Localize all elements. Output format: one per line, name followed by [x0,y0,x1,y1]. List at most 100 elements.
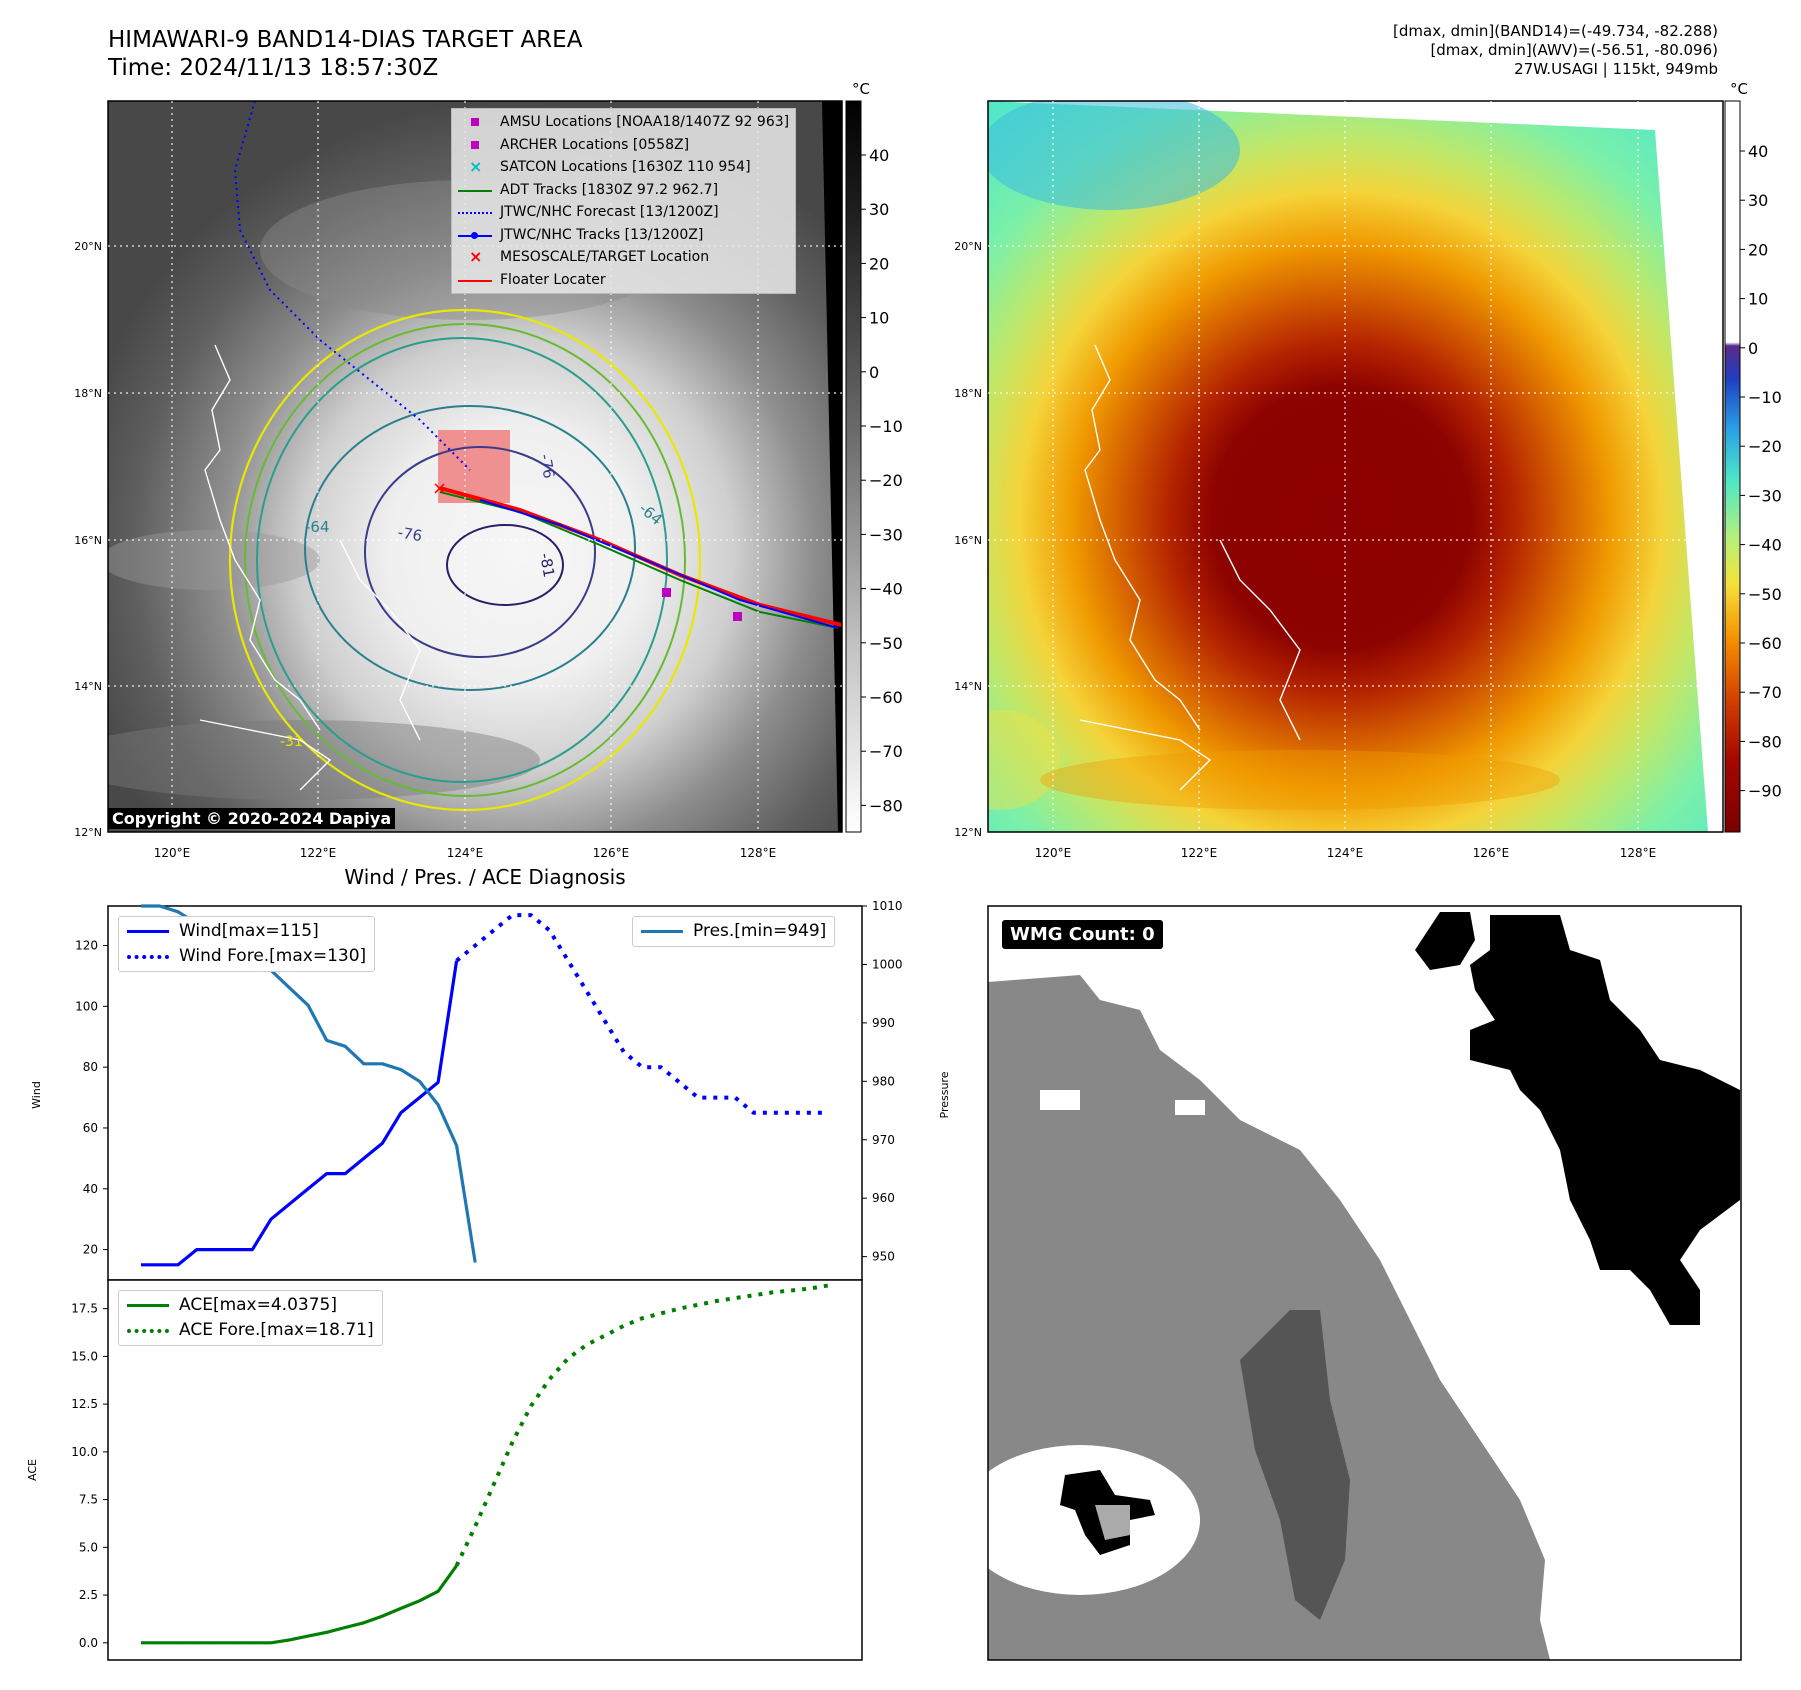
ace-ytick-label: 12.5 [71,1397,98,1411]
pres-legend-label: Pres.[min=949] [693,921,827,941]
colorbar-tick-label: −20 [1748,437,1782,456]
wind-forecast-line-point [734,1096,736,1098]
wind-series-line-point [363,1157,365,1159]
lon-tick-label: 120°E [154,846,191,860]
wind-forecast-line-point [623,1051,625,1053]
legend-label: AMSU Locations [NOAA18/1407Z 92 963] [500,114,790,130]
ace-series-line-point [270,1642,272,1644]
wind-series-line-point [344,1172,346,1174]
legend-label: JTWC/NHC Tracks [13/1200Z] [500,226,704,243]
lat-tick-label: 16°N [74,534,102,547]
ace-series-line-point [307,1635,309,1637]
forecast-track [233,101,471,471]
colorbar-tick-label: 0 [869,363,879,382]
legend-entry: JTWC/NHC Forecast [13/1200Z] [458,201,789,224]
pressure-series-line-point [381,1063,383,1065]
wind-series-line-point [270,1218,272,1220]
title-line-2: Time: 2024/11/13 18:57:30Z [108,55,439,81]
colorbar-tick-label: 30 [869,200,889,219]
copyright-badge: Copyright © 2020-2024 Dapiya [108,808,396,829]
ace-series-line-point [344,1626,346,1628]
lat-tick-label: 14°N [74,680,102,693]
ace-forecast-line-point [493,1483,495,1485]
wind-series-line-point [177,1264,179,1266]
wind-series-line-point [437,1081,439,1083]
ace-forecast-line-point [623,1325,625,1327]
pressure-series-line-point [158,905,160,907]
ace-forecast-line-point [567,1357,569,1359]
wind-ytick-label: 100 [75,999,98,1013]
ace-forecast-line-point [511,1441,513,1443]
legend-label: ADT Tracks [1830Z 97.2 962.7] [500,181,719,198]
ace-series-line-point [251,1642,253,1644]
pres-legend: Pres.[min=949] [632,916,836,947]
wmg-dark-region [1240,1310,1350,1620]
figure-stats: [dmax, dmin](BAND14)=(-49.734, -82.288) … [1393,22,1718,79]
ace-series-line-point [437,1590,439,1592]
legend-label: JTWC/NHC Forecast [13/1200Z] [500,204,719,220]
colorbar-gray [845,100,862,833]
ace-series-line-point [214,1642,216,1644]
pres-line-swatch [641,930,683,933]
ir-color-panel [987,100,1724,833]
pressure-series-line-point [474,1261,476,1263]
wind-forecast-line-point [567,960,569,962]
ace-series-line-point [400,1607,402,1609]
legend-entry: ARCHER Locations [0558Z] [458,134,789,157]
wind-forecast-line-point [808,1112,810,1114]
wmg-black-region [1470,915,1740,1325]
contour-label: -81 [536,552,558,579]
wind-forecast-line [455,913,828,1115]
title-line-1: HIMAWARI-9 BAND14-DIAS TARGET AREA [108,27,583,53]
ace-forecast-line-point [548,1378,550,1380]
legend-symbol-line [458,182,492,198]
wind-forecast-line-point [678,1081,680,1083]
contour-label: -31 [280,734,303,750]
wind-legend: Wind[max=115] Wind Fore.[max=130] [118,916,376,972]
colorbar-tick-label: 10 [869,309,889,328]
ace-series-line-point [381,1615,383,1617]
pressure-series-line-point [455,1144,457,1146]
ace-forecast-line-point [455,1564,457,1566]
colorbar-tick-label: −60 [869,688,903,707]
wind-series-line-point [307,1188,309,1190]
legend-symbol-x: × [469,247,483,267]
ace-forecast-line-point [715,1300,717,1302]
ace-series-line-point [140,1642,142,1644]
wind-forecast-line-point [604,1020,606,1022]
ace-forecast-line-point [734,1297,736,1299]
wind-forecast-line-point [511,914,513,916]
colorbar-tick-label: −80 [869,796,903,815]
wind-series-line-point [233,1248,235,1250]
wind-fore-swatch [127,954,169,959]
colorbar-tick-label: −80 [1748,732,1782,751]
colorbar-tick-label: −50 [1748,585,1782,604]
wind-series-line-point [158,1264,160,1266]
ace-forecast-line-point [530,1405,532,1407]
ace-forecast-line-point [827,1284,829,1286]
colorbar-tick-label: −90 [1748,782,1782,801]
lon-tick-label: 126°E [593,846,630,860]
wind-ytick-label: 20 [83,1243,98,1257]
contour-teal-outer [256,337,668,783]
pres-ytick-label: 1000 [872,957,903,971]
wind-series-line-point [381,1142,383,1144]
wind-forecast-line-point [715,1096,717,1098]
colorbar-tick-label: −50 [869,634,903,653]
ace-ytick-label: 15.0 [71,1349,98,1363]
colorbar-tick-label: 20 [1748,240,1768,259]
ace-forecast-line-point [474,1525,476,1527]
contour-deep [446,524,564,606]
lat-tick-label: 12°N [954,826,982,839]
colorbar-tick-label: −40 [1748,536,1782,555]
wind-series-line-point [140,1264,142,1266]
colorbar-tick-label: −10 [869,417,903,436]
ace-forecast-line-point [604,1334,606,1336]
legend-entry: ADT Tracks [1830Z 97.2 962.7] [458,179,789,202]
ace-series-line-point [158,1642,160,1644]
ace-series-line [141,1564,458,1645]
wind-forecast-line-point [548,929,550,931]
colorbar-tick-label: −30 [1748,486,1782,505]
ace-fore-legend-entry: ACE Fore.[max=18.71] [127,1318,374,1343]
colorbar-color [1724,100,1741,833]
